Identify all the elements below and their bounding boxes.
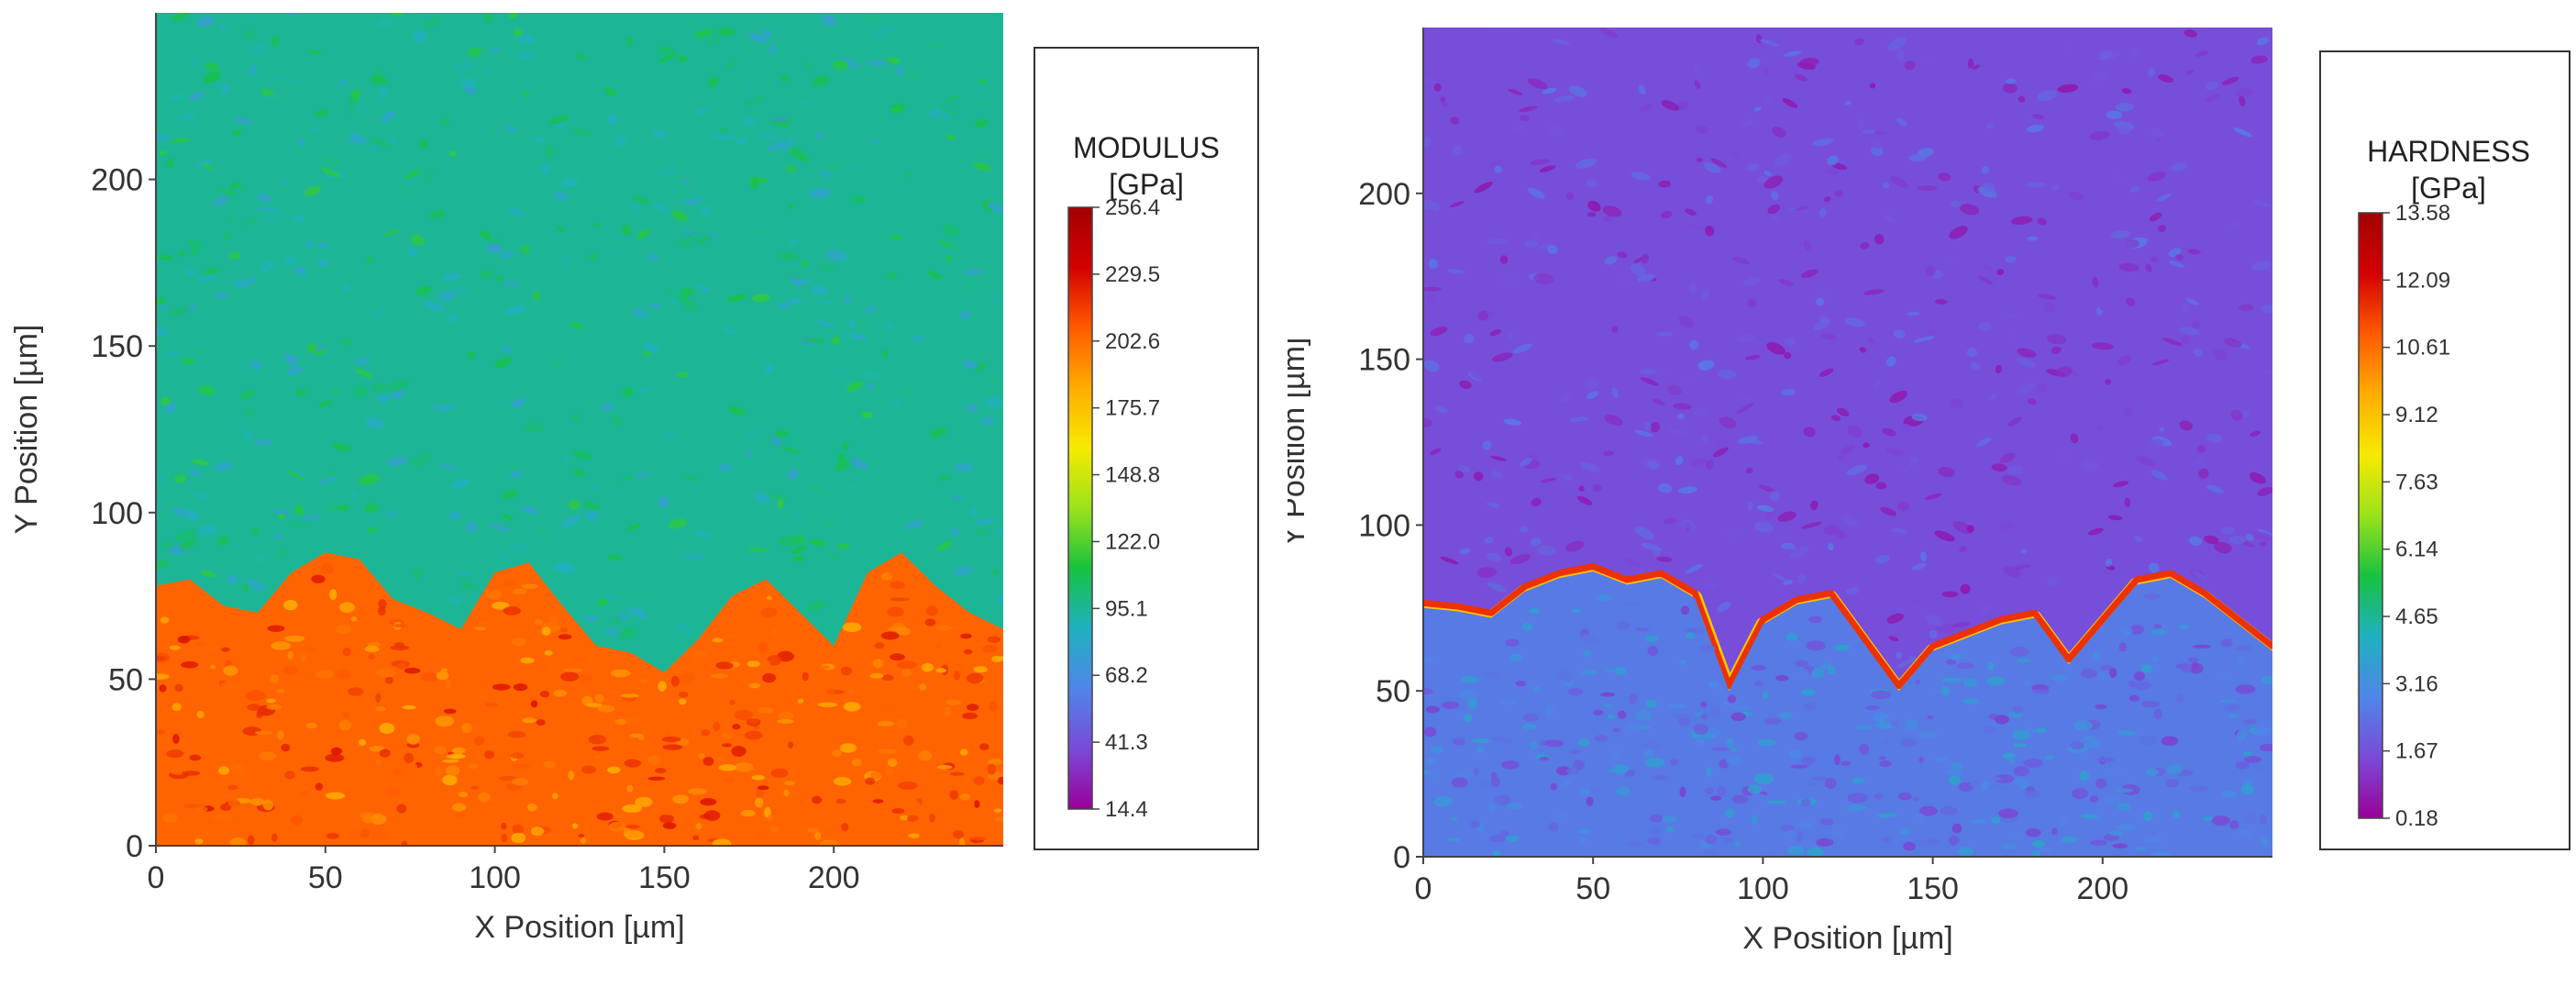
hardness-heatmap xyxy=(1423,28,2272,857)
modulus-colorbar-unit: [GPa] xyxy=(1109,168,1184,201)
hardness-colorbar-tick-label: 9.12 xyxy=(2395,403,2438,427)
modulus-x-axis-title: X Position [µm] xyxy=(474,910,684,945)
modulus-y-tick-label: 50 xyxy=(108,662,143,697)
hardness-y-tick-label: 200 xyxy=(1358,177,1410,212)
hardness-colorbar-tick-label: 0.18 xyxy=(2395,806,2438,831)
hardness-colorbar-tick-label: 1.67 xyxy=(2395,739,2438,764)
hardness-colorbar-title: HARDNESS xyxy=(2367,135,2530,168)
modulus-x-tick-label: 100 xyxy=(469,860,521,895)
modulus-y-tick-label: 200 xyxy=(91,163,143,198)
modulus-colorbar-tick-label: 95.1 xyxy=(1105,596,1148,621)
modulus-colorbar-tick-label: 229.5 xyxy=(1105,262,1160,287)
modulus-colorbar-tick-label: 148.8 xyxy=(1105,463,1160,488)
hardness-x-tick-label: 150 xyxy=(1907,871,1959,906)
hardness-colorbar-tick-label: 7.63 xyxy=(2395,470,2438,494)
hardness-x-tick-label: 0 xyxy=(1415,871,1432,906)
hardness-y-tick-label: 150 xyxy=(1358,343,1410,378)
modulus-map-chart: 0 50 100 150 200 0 50 100 150 200 X Position [µm] Y… xyxy=(9,13,1259,945)
modulus-y-tick-label: 0 xyxy=(126,829,143,864)
hardness-colorbar-tick-label: 3.16 xyxy=(2395,671,2438,696)
modulus-x-tick-label: 0 xyxy=(148,860,165,895)
modulus-x-tick-label: 50 xyxy=(308,860,343,895)
modulus-y-tick-label: 100 xyxy=(91,496,143,531)
hardness-x-axis-title: X Position [µm] xyxy=(1742,921,1952,956)
hardness-y-tick-label: 50 xyxy=(1376,674,1410,709)
modulus-colorbar-legend: MODULUS [GPa]256.4 229.5 202.6 175.7 148.8 122… xyxy=(1034,47,1259,850)
modulus-colorbar-gradient xyxy=(1067,206,1093,810)
modulus-y-axis-title: Y Position [µm] xyxy=(9,325,44,535)
hardness-colorbar-legend: HARDNESS [GPa]13.58 12.09 10.61 9.12 7.63 6.14… xyxy=(2319,50,2570,850)
hardness-colorbar-tick-label: 6.14 xyxy=(2395,538,2438,562)
hardness-x-tick-label: 50 xyxy=(1575,871,1610,906)
modulus-colorbar-tick-label: 14.4 xyxy=(1105,797,1148,822)
hardness-colorbar-gradient xyxy=(2358,212,2383,819)
modulus-colorbar-tick-label: 202.6 xyxy=(1105,329,1160,354)
hardness-y-axis-title: Y Position [µm] xyxy=(1288,338,1311,548)
modulus-heatmap xyxy=(156,13,1003,846)
modulus-colorbar-title: MODULUS xyxy=(1073,131,1220,164)
modulus-colorbar-tick-label: 68.2 xyxy=(1105,663,1148,688)
modulus-colorbar-tick-label: 256.4 xyxy=(1105,195,1160,220)
hardness-colorbar-tick-label: 13.58 xyxy=(2395,201,2450,226)
hardness-x-tick-label: 200 xyxy=(2076,871,2128,906)
hardness-x-tick-label: 100 xyxy=(1737,871,1789,906)
hardness-y-tick-label: 100 xyxy=(1358,508,1410,543)
hardness-y-tick-label: 0 xyxy=(1393,840,1410,875)
hardness-colorbar-tick-label: 12.09 xyxy=(2395,268,2450,293)
hardness-panel: 0 50 100 150 200 0 50 100 150 200 X Position [µm] Y… xyxy=(1288,0,2575,987)
hardness-colorbar-unit: [GPa] xyxy=(2411,172,2486,205)
modulus-x-tick-label: 150 xyxy=(638,860,691,895)
hardness-colorbar-tick-label: 10.61 xyxy=(2395,336,2450,360)
modulus-colorbar-tick-label: 122.0 xyxy=(1105,529,1160,554)
modulus-colorbar-tick-label: 41.3 xyxy=(1105,730,1148,755)
hardness-map-chart: 0 50 100 150 200 0 50 100 150 200 X Position [µm] Y… xyxy=(1288,28,2570,956)
modulus-x-tick-label: 200 xyxy=(808,860,860,895)
modulus-panel: 0 50 100 150 200 0 50 100 150 200 X Position [µm] Y… xyxy=(9,13,1259,945)
modulus-y-tick-label: 150 xyxy=(91,329,143,364)
hardness-colorbar-tick-label: 4.65 xyxy=(2395,604,2438,629)
modulus-colorbar-tick-label: 175.7 xyxy=(1105,396,1160,421)
